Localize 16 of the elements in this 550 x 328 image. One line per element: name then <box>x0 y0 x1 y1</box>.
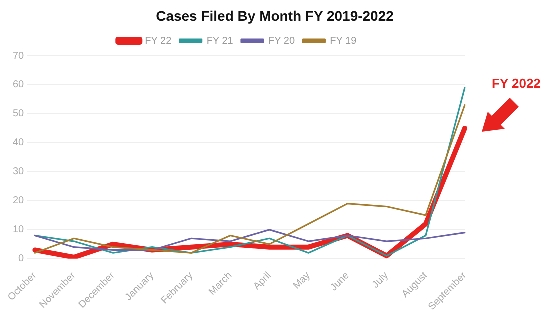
text: FY 2022 <box>492 76 541 91</box>
y-tick-label: 40 <box>13 138 25 149</box>
y-tick-label: 60 <box>13 80 25 91</box>
legend-label: FY 20 <box>268 36 296 47</box>
legend-label: FY 21 <box>206 36 234 47</box>
x-tick-label: July <box>370 270 391 291</box>
x-tick-label: May <box>292 270 313 292</box>
y-tick-label: 50 <box>13 108 25 120</box>
chart-title: Cases Filed By Month FY 2019-2022 <box>155 8 395 24</box>
legend-label: FY 19 <box>330 36 358 47</box>
y-tick-label: 30 <box>13 166 25 178</box>
y-tick-label: 10 <box>13 224 25 236</box>
y-tick-label: 20 <box>13 196 25 207</box>
legend-label: FY 22 <box>145 36 172 47</box>
y-tick-label: 0 <box>18 254 25 265</box>
y-tick-label: 70 <box>13 50 25 62</box>
